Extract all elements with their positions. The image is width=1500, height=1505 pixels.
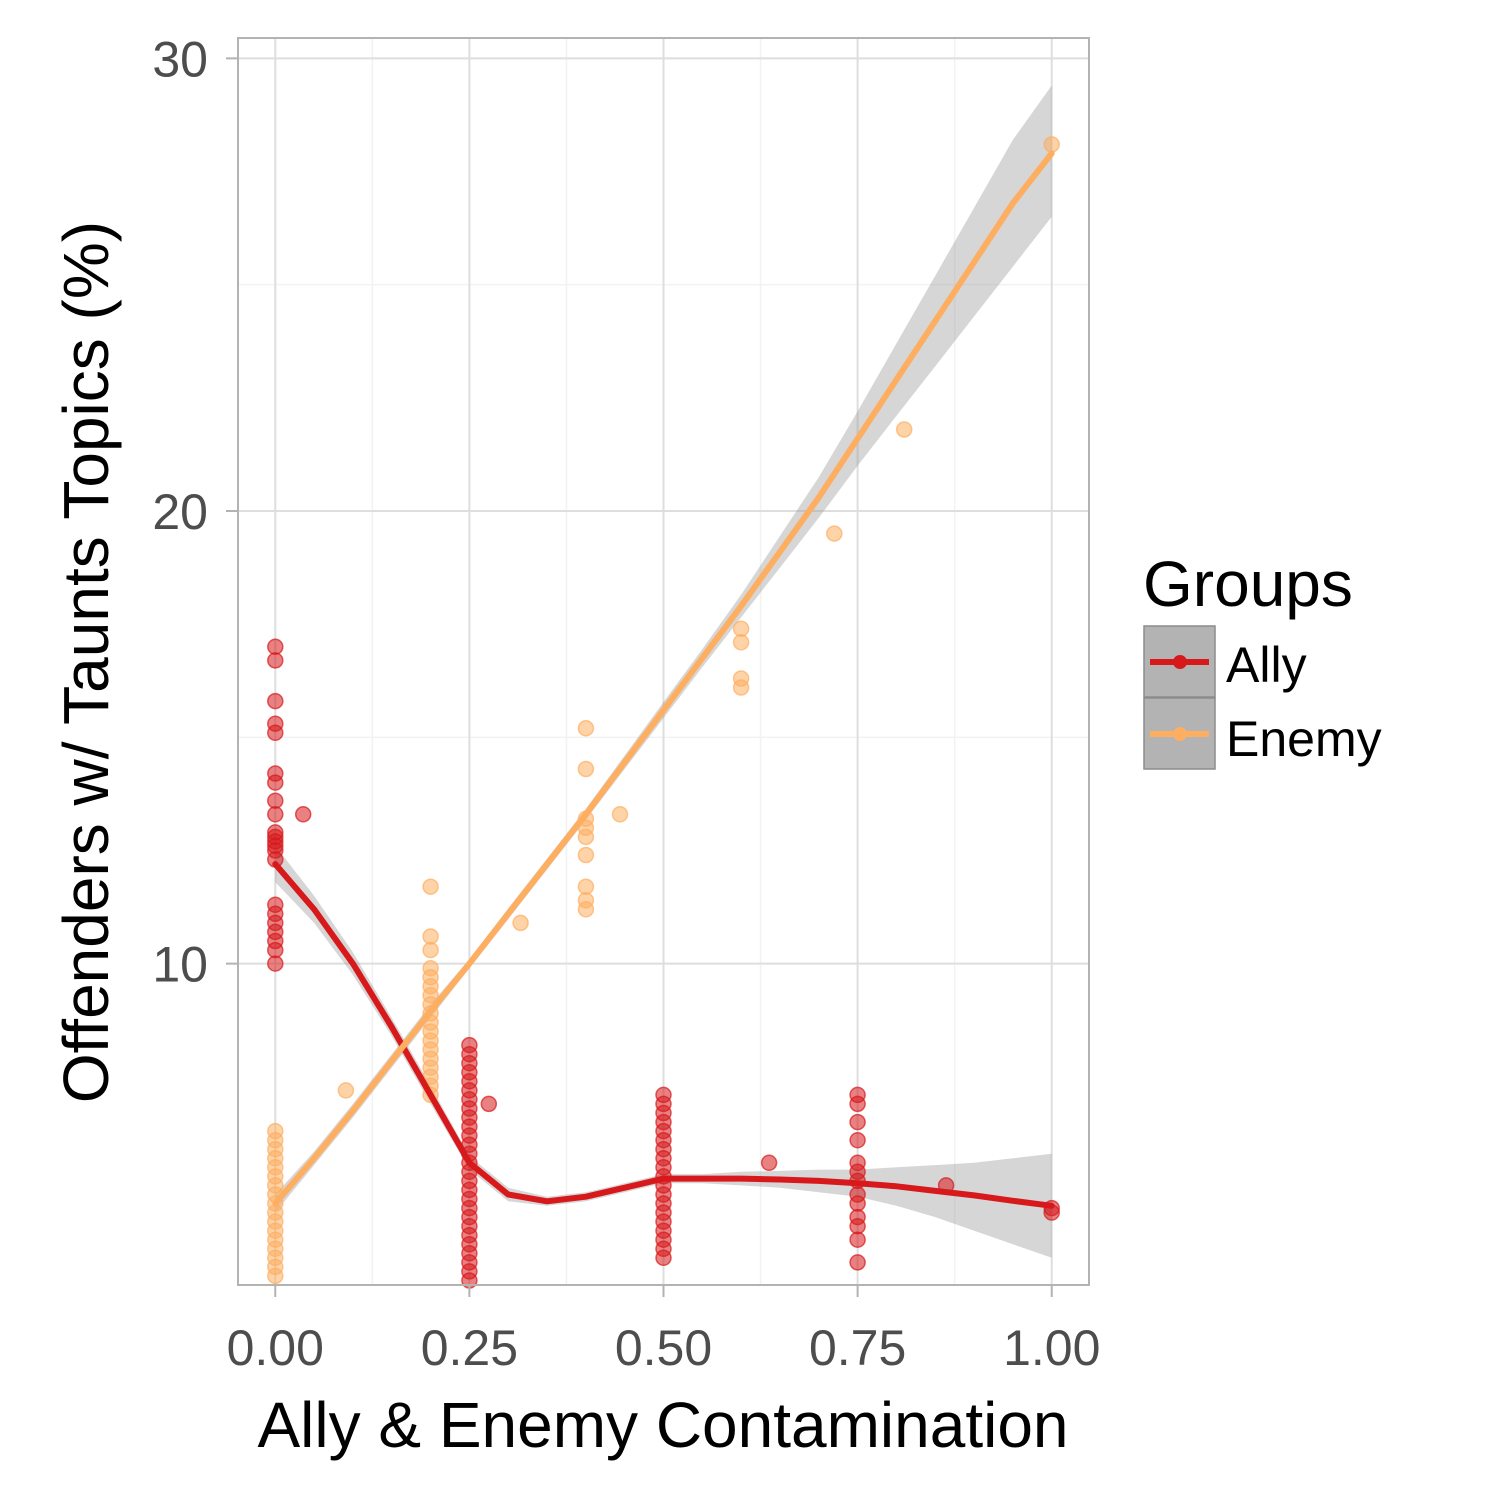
y-tick-label: 10 <box>152 937 208 993</box>
trend-line-ally <box>272 861 1055 1209</box>
data-point-ally <box>849 1095 866 1113</box>
y-tick-label: 30 <box>152 31 208 87</box>
data-point-enemy <box>577 760 595 778</box>
legend-key-ally-point <box>1173 655 1187 669</box>
x-tick-label: 0.25 <box>421 1320 518 1376</box>
data-point-ally <box>267 638 284 656</box>
data-point-enemy <box>732 679 750 696</box>
data-point-ally <box>655 1249 672 1267</box>
legend: Groups Ally Enemy <box>1143 548 1382 770</box>
data-point-ally <box>849 1113 866 1131</box>
data-point-enemy <box>577 901 595 918</box>
data-point-ally <box>267 806 284 823</box>
legend-label-enemy: Enemy <box>1226 711 1382 767</box>
data-point-enemy <box>337 1082 355 1099</box>
data-point-enemy <box>1043 136 1060 153</box>
x-tick-label: 1.00 <box>1003 1320 1100 1376</box>
x-tick-label: 0.00 <box>227 1320 324 1376</box>
data-point-ally <box>267 792 284 809</box>
data-point-enemy <box>512 914 529 932</box>
data-point-ally <box>267 724 284 742</box>
data-point-ally <box>267 955 284 972</box>
x-tick-label: 0.50 <box>615 1320 712 1376</box>
data-point-ally <box>267 774 284 791</box>
data-point-enemy <box>732 620 750 637</box>
legend-label-ally: Ally <box>1226 637 1307 693</box>
legend-title: Groups <box>1143 548 1353 620</box>
data-point-enemy <box>577 878 595 895</box>
data-point-ally <box>849 1254 866 1271</box>
y-tick-label: 20 <box>152 484 208 540</box>
data-point-enemy <box>732 634 750 651</box>
data-point-ally <box>849 1231 866 1248</box>
data-point-ally <box>760 1154 778 1172</box>
data-point-ally <box>267 692 284 710</box>
trend-line-enemy <box>272 150 1055 1207</box>
data-point-enemy <box>611 806 629 823</box>
data-point-enemy <box>826 525 843 542</box>
data-point-enemy <box>422 928 439 945</box>
data-point-enemy <box>267 1267 284 1285</box>
data-point-enemy <box>422 941 439 959</box>
data-point-ally <box>294 806 312 823</box>
data-point-enemy <box>577 720 595 737</box>
data-point-enemy <box>577 846 595 864</box>
y-axis-title: Offenders w/ Taunts Topics (%) <box>50 221 122 1103</box>
data-point-enemy <box>577 828 595 846</box>
data-point-ally <box>267 652 284 669</box>
plot-panel <box>237 37 1090 1289</box>
x-axis-title: Ally & Enemy Contamination <box>257 1389 1068 1461</box>
data-point-ally <box>480 1095 498 1113</box>
legend-key-enemy-point <box>1173 727 1187 741</box>
legend-entry-ally: Ally <box>1143 625 1307 698</box>
data-point-enemy <box>895 421 913 438</box>
data-point-ally <box>849 1195 866 1212</box>
x-tick-label: 0.75 <box>809 1320 906 1376</box>
data-point-enemy <box>422 878 439 895</box>
data-point-ally <box>849 1131 866 1149</box>
legend-entry-enemy: Enemy <box>1143 697 1382 770</box>
axes-layer: 0.00 0.25 0.50 0.75 1.00 10 20 30 <box>152 31 1100 1376</box>
